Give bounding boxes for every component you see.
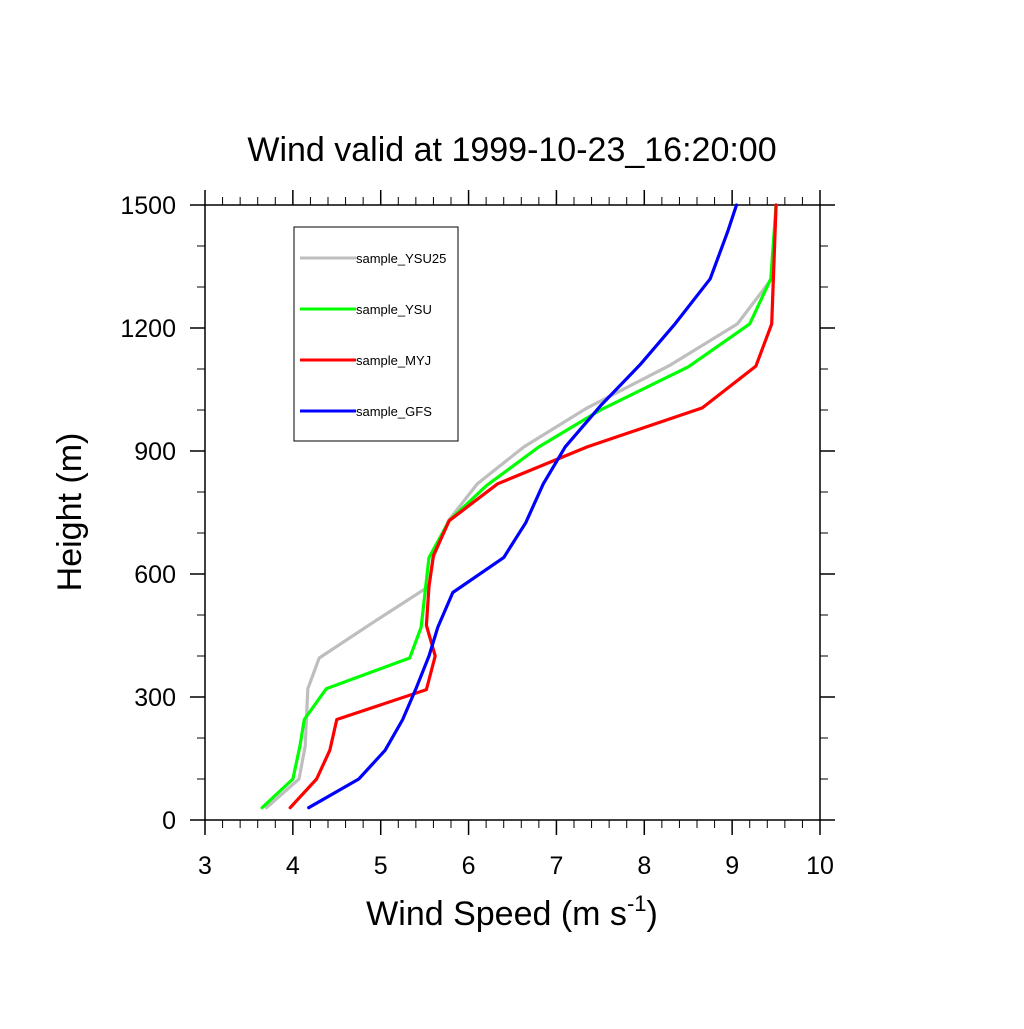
legend-label-sample_GFS: sample_GFS <box>356 404 432 419</box>
x-axis-label: Wind Speed (m s-1) <box>366 891 658 933</box>
axis-ticks: 3 4 5 6 7 8 9 10 0 300 600 900 1200 1500 <box>120 190 835 880</box>
x-axis-label-sup: -1 <box>627 891 647 916</box>
x-tick-label: 6 <box>462 852 476 880</box>
x-tick-label: 7 <box>549 852 563 880</box>
x-tick-label: 10 <box>806 852 834 880</box>
series-line-sample_GFS <box>307 203 739 810</box>
plot-frame <box>204 204 821 821</box>
y-tick-label: 300 <box>134 684 176 712</box>
y-axis-label: Height (m) <box>51 433 89 592</box>
x-axis-label-base: Wind Speed (m s <box>366 895 627 933</box>
y-tick-label: 600 <box>134 561 176 589</box>
legend-label-sample_MYJ: sample_MYJ <box>356 353 431 368</box>
x-tick-label: 3 <box>198 852 212 880</box>
x-tick-label: 8 <box>637 852 651 880</box>
x-tick-label: 9 <box>725 852 739 880</box>
x-tick-label: 4 <box>286 852 300 880</box>
y-tick-label: 900 <box>134 438 176 466</box>
y-tick-label: 0 <box>162 807 176 835</box>
legend: sample_YSU25 sample_YSU sample_MYJ sample_G… <box>293 226 459 442</box>
legend-box <box>293 226 459 442</box>
series-lines <box>260 203 778 810</box>
x-axis-label-close: ) <box>647 895 658 933</box>
chart-title: Wind valid at 1999-10-23_16:20:00 <box>247 131 776 169</box>
legend-label-sample_YSU25: sample_YSU25 <box>356 251 446 266</box>
y-tick-label: 1500 <box>120 192 176 220</box>
x-tick-label: 5 <box>374 852 388 880</box>
y-tick-label: 1200 <box>120 315 176 343</box>
legend-label-sample_YSU: sample_YSU <box>356 302 432 317</box>
series-line-sample_MYJ <box>288 203 778 810</box>
